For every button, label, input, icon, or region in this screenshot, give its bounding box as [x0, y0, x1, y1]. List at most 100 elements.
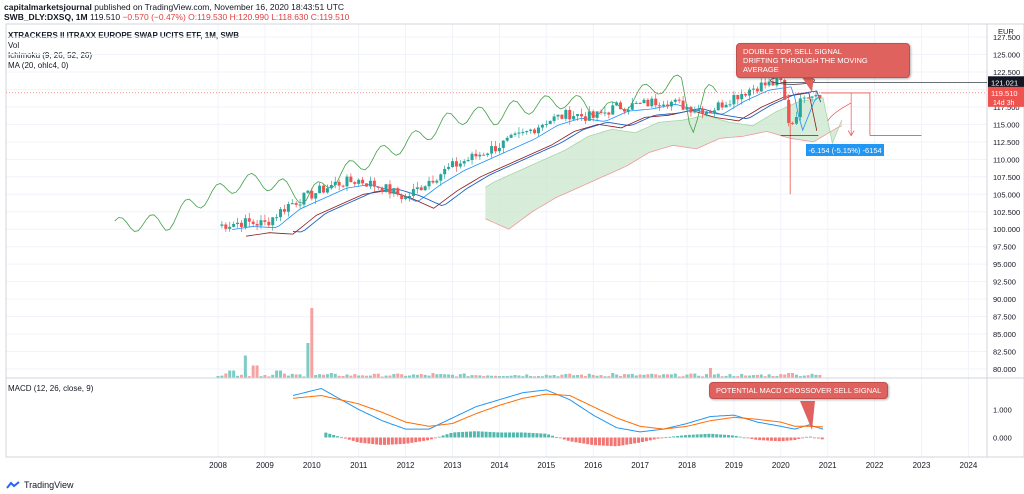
macd-histogram-bar	[511, 432, 515, 438]
publish-info: capitalmarketsjournal published on Tradi…	[4, 2, 344, 12]
candle-body	[509, 134, 513, 138]
volume-bar	[435, 374, 439, 378]
volume-bar	[493, 375, 497, 378]
legend-ichimoku[interactable]: Ichimoku (9, 26, 52, 26)	[8, 51, 93, 60]
candle-body	[271, 217, 275, 226]
volume-bar	[685, 374, 689, 378]
macd-callout[interactable]: POTENTIAL MACD CROSSOVER SELL SIGNAL	[709, 382, 889, 399]
volume-bar	[693, 373, 697, 378]
measure-text: -6.154 (-5.15%) -6154	[808, 146, 881, 155]
price-tick-label: 115.000	[993, 120, 1020, 129]
candle-body	[798, 98, 802, 118]
volume-bar	[556, 376, 560, 378]
macd-histogram-bar	[637, 437, 641, 443]
volume-bar	[423, 374, 427, 378]
high-price-text: 121.021	[991, 78, 1018, 87]
x-tick-label: 2023	[913, 461, 931, 470]
macd-histogram-bar	[375, 437, 379, 445]
candle-body	[236, 222, 240, 225]
candle-body	[818, 95, 822, 99]
legend-macd[interactable]: MACD (12, 26, close, 9)	[8, 384, 94, 393]
macd-histogram-bar	[648, 437, 652, 441]
candle-body	[267, 221, 271, 226]
candle-body	[470, 153, 474, 161]
volume-bar	[279, 370, 283, 378]
high-price-badge	[988, 76, 1024, 88]
volume-bar	[509, 375, 513, 378]
macd-histogram-bar	[390, 437, 394, 445]
macd-histogram-bar	[340, 437, 344, 439]
volume-bar	[810, 373, 814, 378]
annotation-overlay: 121.021 119.510 14d 3h -6.154 (-5.15%) -615…	[6, 67, 1024, 430]
volume-bar	[275, 370, 279, 378]
price-tick-label: 97.500	[993, 243, 1016, 252]
candle-body	[302, 192, 306, 205]
macd-callout-pointer	[800, 401, 815, 430]
axes: 2008 2009 2010 2011 2012 2013 2014 2015 2016 2017…	[5, 23, 1024, 470]
volume-bar	[349, 375, 353, 378]
double-top-callout[interactable]: DOUBLE TOP, SELL SIGNAL DRIFTING THROUGH…	[736, 43, 910, 78]
macd-histogram-bar	[734, 435, 738, 438]
candle-body	[638, 102, 642, 104]
macd-histogram-bar	[777, 437, 781, 442]
candle-body	[497, 147, 501, 152]
macd-histogram-bar	[711, 433, 715, 438]
legend-ma[interactable]: MA (20, ohlc4, 0)	[8, 61, 69, 70]
macd-histogram-bar	[621, 437, 625, 446]
volume-bar	[325, 374, 329, 378]
candle-body	[572, 116, 576, 120]
volume-bar	[333, 373, 337, 378]
volume-bar	[724, 375, 728, 378]
candle-body	[263, 220, 267, 222]
volume-bar	[282, 373, 286, 378]
price-tick-label: 122.500	[993, 68, 1020, 77]
macd-histogram-bar	[683, 435, 687, 438]
candle-body	[787, 99, 791, 123]
macd-histogram-bar	[429, 437, 433, 440]
candle-body	[732, 95, 736, 105]
volume-bar	[486, 375, 490, 378]
macd-histogram-bar	[668, 436, 672, 438]
currency-label: EUR	[998, 27, 1014, 36]
volume-bar	[513, 375, 517, 378]
volume-bar	[626, 374, 630, 378]
macd-histogram-bar	[441, 435, 445, 438]
candle-body	[564, 109, 568, 119]
volume-bar	[697, 375, 701, 378]
macd-histogram-bar	[617, 437, 621, 446]
candle-body	[294, 203, 298, 205]
ohlc: O:119.530 H:120.990 L:118.630 C:119.510	[188, 12, 350, 22]
candle-body	[728, 104, 732, 106]
x-tick-label: 2012	[397, 461, 415, 470]
macd-histogram-bar	[480, 431, 484, 438]
volume-bar	[791, 373, 795, 378]
macd-histogram-bar	[445, 434, 449, 438]
candle-body	[427, 180, 431, 187]
macd-histogram-bar	[328, 433, 332, 438]
legend-vol[interactable]: Vol	[8, 41, 20, 50]
macd-histogram-bar	[590, 437, 594, 445]
candle-body	[595, 111, 599, 118]
candle-body	[431, 180, 435, 183]
volume-bar	[525, 374, 529, 378]
volume-bar	[239, 374, 243, 378]
macd-histogram-bar	[656, 437, 660, 439]
candle-body	[368, 180, 372, 187]
volume-bar	[419, 374, 423, 378]
macd-histogram-bar	[519, 432, 523, 438]
candle-body	[697, 108, 701, 111]
macd-histogram-bar	[336, 436, 340, 438]
volume-bar	[638, 374, 642, 378]
volume-bar	[220, 375, 224, 378]
candle-body	[552, 116, 556, 121]
candle-body	[759, 82, 763, 92]
author[interactable]: capitalmarketsjournal	[4, 2, 92, 12]
macd-histogram-bar	[527, 432, 531, 438]
volume-bar	[587, 373, 591, 378]
macd-histogram-bar	[773, 437, 777, 441]
brand-name[interactable]: TradingView	[24, 480, 74, 490]
candle-body	[462, 161, 466, 164]
volume-bar	[787, 373, 791, 378]
candle-body	[341, 185, 345, 187]
